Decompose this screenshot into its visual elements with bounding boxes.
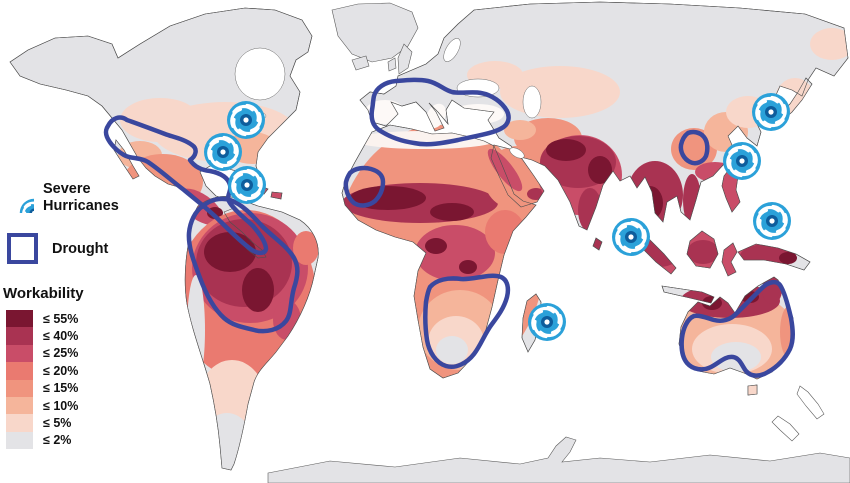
hurricane-icon-northwest-pacific-north bbox=[751, 92, 791, 132]
drought-outline-southern-africa bbox=[423, 273, 511, 369]
workability-scale-row: ≤ 2% bbox=[6, 431, 78, 450]
workability-shade-blob bbox=[430, 203, 474, 221]
workability-shade-blob bbox=[436, 336, 468, 364]
workability-shade-blob bbox=[683, 174, 701, 226]
caspian-sea bbox=[522, 85, 542, 119]
persian-gulf bbox=[509, 147, 525, 159]
workability-swatch bbox=[6, 327, 33, 345]
workability-swatch bbox=[6, 310, 33, 328]
landmass-antarctica bbox=[267, 436, 850, 483]
drought-outline-west-africa bbox=[343, 165, 386, 208]
drought-layer bbox=[103, 77, 795, 378]
workability-shade-blob bbox=[459, 260, 477, 274]
severe-hurricanes-label: Severe Hurricanes bbox=[43, 181, 119, 215]
legend-drought: Drought bbox=[7, 233, 108, 264]
drought-outline-australia bbox=[679, 279, 795, 378]
workability-swatch bbox=[6, 362, 33, 380]
drought-outline-southeast-china bbox=[678, 129, 710, 166]
landmass-ireland bbox=[387, 57, 397, 72]
workability-shade-blob bbox=[293, 231, 319, 265]
workability-swatch bbox=[6, 396, 33, 415]
hurricane-icon-north-atlantic bbox=[226, 100, 266, 140]
workability-shade-blob bbox=[745, 384, 759, 396]
workability-shade-blob bbox=[687, 240, 719, 264]
workability-shade-blob bbox=[201, 413, 253, 470]
workability-scale-label: ≤ 25% bbox=[43, 346, 79, 361]
workability-shade-blob bbox=[415, 225, 495, 281]
workability-shade-blob bbox=[452, 104, 504, 124]
workability-shade-blob bbox=[187, 275, 205, 385]
workability-scale-row: ≤ 20% bbox=[6, 362, 79, 380]
baltic-sea bbox=[443, 38, 461, 62]
workability-scale-label: ≤ 15% bbox=[43, 381, 79, 396]
workability-scale-row: ≤ 40% bbox=[6, 327, 79, 345]
workability-shade-blob bbox=[485, 210, 525, 254]
workability-scale: ≤ 55% ≤ 40% ≤ 25% ≤ 20% ≤ 15% ≤ 10% ≤ 5% ≤ 2% bbox=[6, 310, 79, 450]
workability-scale-label: ≤ 55% bbox=[43, 311, 79, 326]
drought-outline-mexico-central-america bbox=[103, 115, 269, 256]
drought-outline-amazon-south-america bbox=[186, 196, 300, 334]
workability-shade-blob bbox=[120, 98, 200, 142]
drought-outline-swatch bbox=[7, 233, 38, 264]
workability-scale-row: ≤ 5% bbox=[6, 414, 78, 432]
workability-shade-blob bbox=[504, 120, 536, 140]
workability-shade-blob bbox=[779, 252, 797, 264]
hurricane-icon bbox=[4, 183, 34, 213]
landmass-new-zealand-north bbox=[796, 385, 825, 420]
workability-swatch bbox=[6, 344, 33, 363]
workability-shade-blob bbox=[637, 186, 663, 220]
workability-scale-row: ≤ 15% bbox=[6, 379, 79, 397]
hurricane-icon-southwest-indian-ocean bbox=[527, 302, 567, 342]
workability-swatch bbox=[6, 414, 33, 432]
landmass-sri-lanka bbox=[592, 237, 603, 251]
drought-outline-mediterranean bbox=[369, 77, 511, 147]
workability-scale-row: ≤ 55% bbox=[6, 310, 79, 328]
legend-severe-hurricanes: Severe Hurricanes bbox=[4, 181, 131, 215]
workability-swatch bbox=[6, 379, 33, 397]
hurricane-icon-caribbean-north bbox=[203, 132, 243, 172]
workability-swatch bbox=[6, 431, 33, 450]
hurricane-icon-west-pacific bbox=[752, 201, 792, 241]
workability-shade-blob bbox=[546, 139, 586, 161]
workability-shade-blob bbox=[425, 238, 447, 254]
drought-label: Drought bbox=[52, 240, 109, 257]
workability-scale-label: ≤ 2% bbox=[43, 433, 72, 448]
hurricane-icon-bay-of-bengal bbox=[611, 217, 651, 257]
workability-shade-blob bbox=[588, 156, 612, 184]
workability-scale-label: ≤ 10% bbox=[43, 398, 79, 413]
landmass-new-zealand-south bbox=[771, 415, 800, 442]
workability-scale-label: ≤ 20% bbox=[43, 363, 79, 378]
workability-shade-blob bbox=[578, 188, 602, 232]
workability-scale-label: ≤ 5% bbox=[43, 416, 72, 431]
workability-scale-row: ≤ 25% bbox=[6, 344, 79, 363]
hurricane-icon-caribbean-south bbox=[227, 165, 267, 205]
workability-title: Workability bbox=[3, 285, 84, 302]
workability-scale-row: ≤ 10% bbox=[6, 396, 79, 415]
hurricane-icon-northwest-pacific bbox=[722, 141, 762, 181]
workability-shade-blob bbox=[242, 268, 274, 312]
workability-shade-blob bbox=[810, 28, 848, 60]
workability-shade-blob bbox=[487, 148, 523, 192]
hudson-bay bbox=[234, 47, 286, 101]
landmass-iceland bbox=[351, 55, 370, 71]
workability-scale-label: ≤ 40% bbox=[43, 329, 79, 344]
